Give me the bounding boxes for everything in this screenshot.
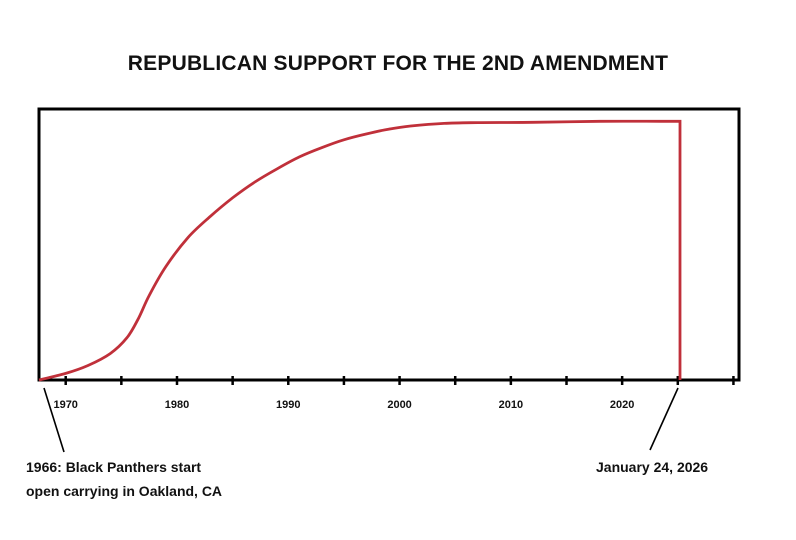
x-tick-label-2020: 2020 xyxy=(610,399,634,411)
annotation-black-panthers-line1: 1966: Black Panthers start xyxy=(26,459,202,475)
annotation-black-panthers: 1966: Black Panthers start open carrying… xyxy=(26,455,286,503)
x-tick-label-1970: 1970 xyxy=(53,399,77,411)
series-line-republican-support xyxy=(38,119,682,382)
annotation-black-panthers-line2: open carrying in Oakland, CA xyxy=(26,483,223,499)
annotation-black-panthers-leader xyxy=(43,387,65,453)
x-tick-label-2010: 2010 xyxy=(499,399,523,411)
plot-frame xyxy=(37,107,741,382)
x-tick-label-1990: 1990 xyxy=(276,399,300,411)
x-tick-label-2000: 2000 xyxy=(387,399,411,411)
annotation-january-2026-leader xyxy=(649,387,679,451)
chart-title: REPUBLICAN SUPPORT FOR THE 2ND AMENDMENT xyxy=(127,52,669,75)
x-tick-label-1980: 1980 xyxy=(165,399,189,411)
annotation-january-2026: January 24, 2026 xyxy=(596,455,786,479)
annotation-january-2026-line1: January 24, 2026 xyxy=(596,459,709,475)
